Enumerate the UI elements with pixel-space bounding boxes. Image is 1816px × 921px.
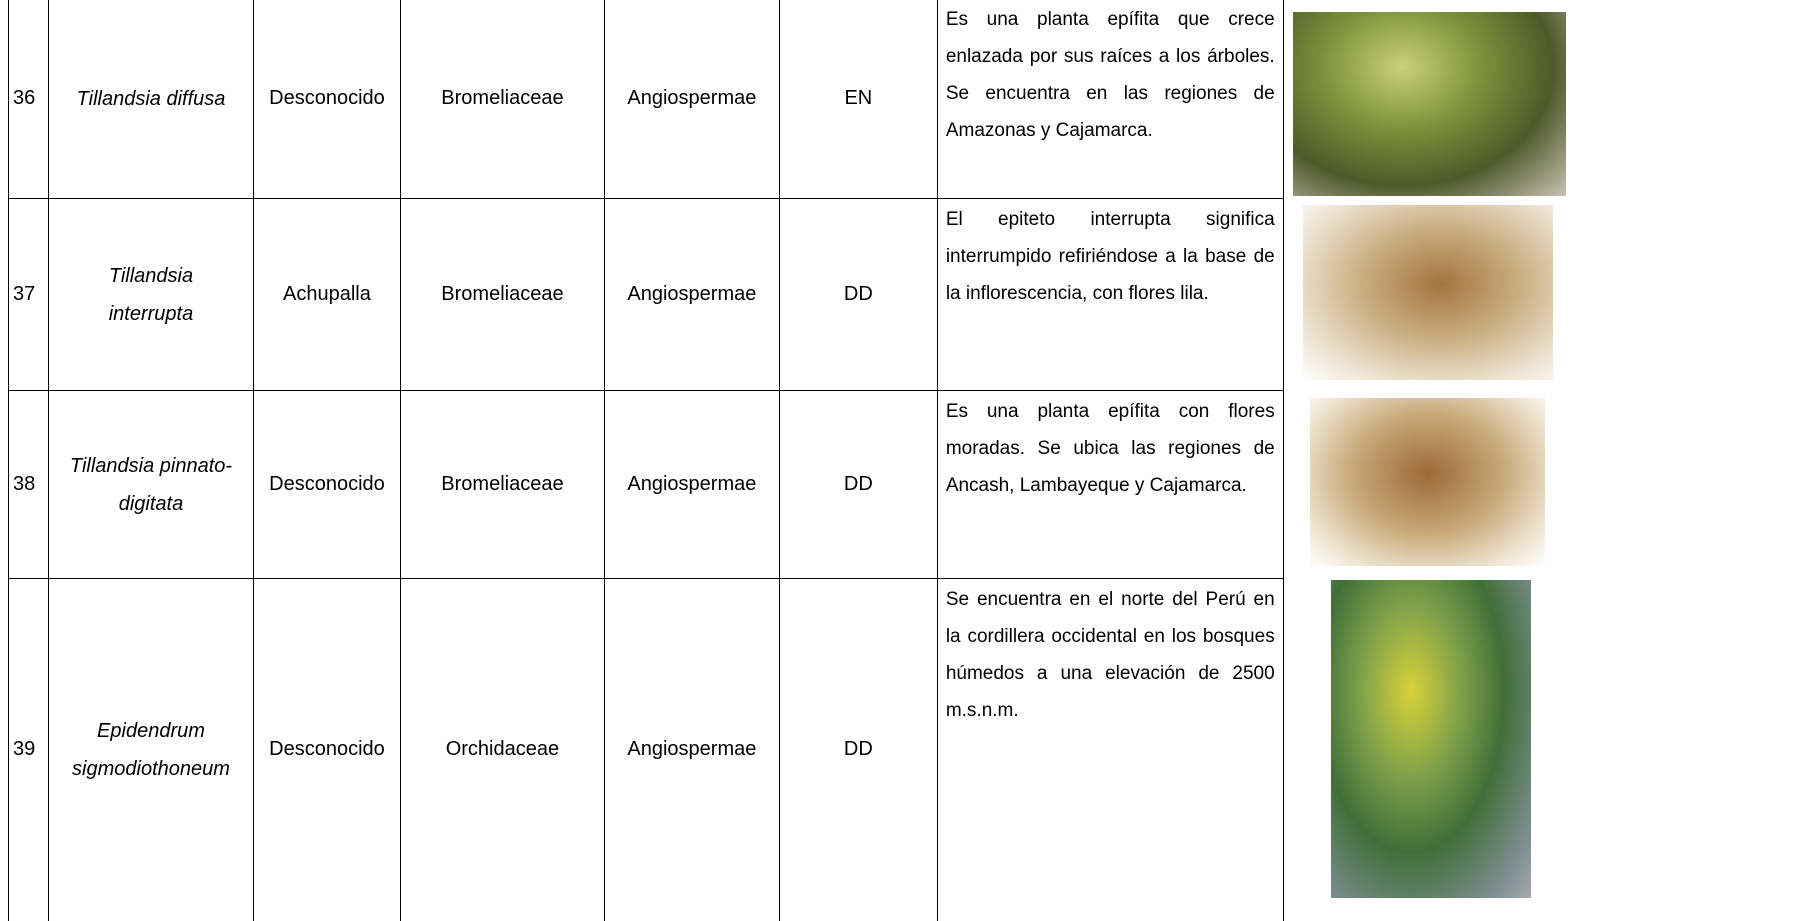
species-name: Epidendrum sigmodiothoneum bbox=[48, 579, 253, 921]
status: DD bbox=[779, 199, 937, 391]
description: Es una planta epífita con flores moradas… bbox=[937, 391, 1283, 579]
photo bbox=[1310, 398, 1545, 566]
row-number: 38 bbox=[9, 391, 49, 579]
description: El epiteto interrupta significa interrum… bbox=[937, 199, 1283, 391]
common-name: Desconocido bbox=[253, 391, 400, 579]
description: Es una planta epífita que crece enlazada… bbox=[937, 0, 1283, 199]
photo bbox=[1303, 205, 1553, 380]
group: Angiospermae bbox=[604, 0, 779, 199]
common-name: Desconocido bbox=[253, 579, 400, 921]
row-number: 37 bbox=[9, 199, 49, 391]
species-name: Tillandsia pinnato-digitata bbox=[48, 391, 253, 579]
group: Angiospermae bbox=[604, 199, 779, 391]
species-name: Tillandsia interrupta bbox=[48, 199, 253, 391]
status: EN bbox=[779, 0, 937, 199]
common-name: Desconocido bbox=[253, 0, 400, 199]
family: Orchidaceae bbox=[400, 579, 604, 921]
row-number: 39 bbox=[9, 579, 49, 921]
description: Se encuentra en el norte del Perú en la … bbox=[937, 579, 1283, 921]
photo bbox=[1293, 12, 1566, 196]
group: Angiospermae bbox=[604, 579, 779, 921]
status: DD bbox=[779, 391, 937, 579]
species-name: Tillandsia diffusa bbox=[48, 0, 253, 199]
status: DD bbox=[779, 579, 937, 921]
family: Bromeliaceae bbox=[400, 391, 604, 579]
group: Angiospermae bbox=[604, 391, 779, 579]
family: Bromeliaceae bbox=[400, 0, 604, 199]
common-name: Achupalla bbox=[253, 199, 400, 391]
row-number: 36 bbox=[9, 0, 49, 199]
family: Bromeliaceae bbox=[400, 199, 604, 391]
photo bbox=[1331, 580, 1531, 898]
